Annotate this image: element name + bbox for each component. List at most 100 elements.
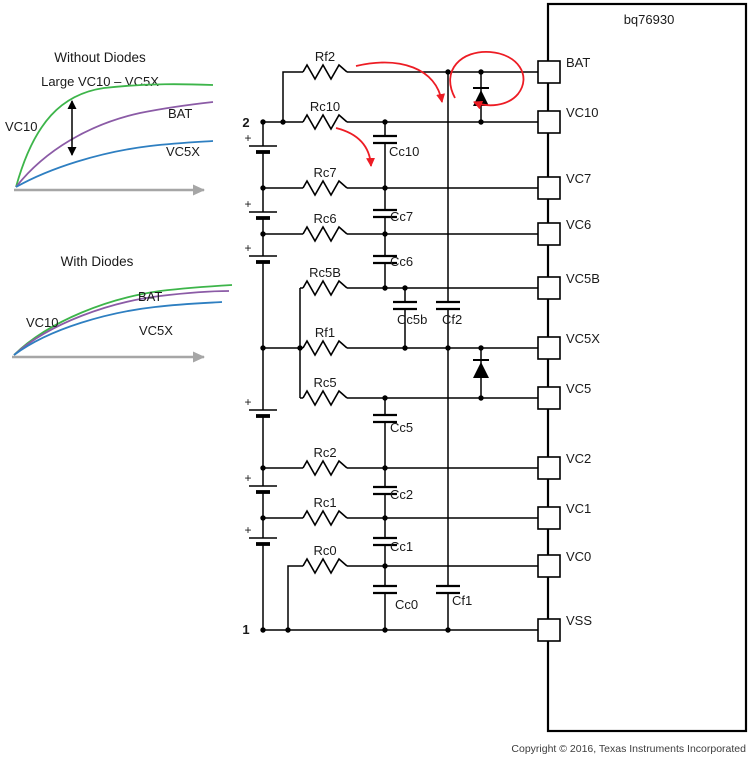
battery-plus-sign: + [244,241,251,255]
resistor-rc0-label: Rc0 [313,543,336,558]
capacitor-cc5b-symbol [391,300,419,311]
junction-dot [382,563,388,569]
resistor-rf1-symbol [302,340,348,356]
resistor-rc7-label: Rc7 [313,165,336,180]
junction-dot [260,345,266,351]
junction-dot [260,185,266,191]
chart1-vc10-label: VC10 [5,119,38,134]
junction-dot [445,627,451,633]
resistor-rc1-symbol [302,510,348,526]
resistor-rc7-symbol [302,180,348,196]
battery-plus-sign: + [244,471,251,485]
pin-label-vc7: VC7 [566,171,591,186]
pin-label-vc6: VC6 [566,217,591,232]
junction-dot [285,627,291,633]
resistor-rc6-symbol [302,226,348,242]
junction-dot [402,285,408,291]
junction-dot [478,69,484,75]
node-labels: 2 1 [242,115,249,637]
battery-cell-symbol [247,408,279,418]
pin-box-vc10 [537,110,561,134]
resistors: Rf2 Rc10 Rc7 Rc6 Rc5B Rf1 Rc5 Rc2 Rc1 Rc… [302,49,348,574]
junction-dot [260,119,266,125]
resistor-rc10-label: Rc10 [310,99,340,114]
junction-dot [445,69,451,75]
pin-box-vc5x [537,336,561,360]
junction-dot [402,345,408,351]
chart1-vc10-curve [15,83,214,188]
ic-pins: BAT VC10 VC7 VC6 VC5B VC5X VC5 VC2 VC1 V… [537,55,600,642]
schematic: bq76930 [242,2,748,733]
resistor-rc2-label: Rc2 [313,445,336,460]
node-label-bottom: 1 [242,622,249,637]
resistor-rc5-label: Rc5 [313,375,336,390]
junction-dot [297,345,303,351]
pin-box-vc5 [537,386,561,410]
chart2-bat-label: BAT [138,289,162,304]
battery-cell-symbol [247,254,279,264]
pin-label-vc2: VC2 [566,451,591,466]
junction-dot [280,119,286,125]
pin-label-vc5x: VC5X [566,331,600,346]
battery-plus-sign: + [244,523,251,537]
junction-dot [445,345,451,351]
battery-cell-symbol [247,536,279,546]
pin-label-vc1: VC1 [566,501,591,516]
junction-dot [382,627,388,633]
junction-dot [382,285,388,291]
battery-cell-symbol [247,484,279,494]
junction-dot [260,627,266,633]
capacitor-cc7-label: Cc7 [390,209,413,224]
chart1-bat-curve [15,101,214,188]
pin-box-vc7 [537,176,561,200]
pin-label-vc10: VC10 [566,105,599,120]
resistor-rc5b-label: Rc5B [309,265,341,280]
pin-box-vss [537,618,561,642]
capacitor-cc10-symbol [371,134,399,145]
chart2-title: With Diodes [61,254,134,269]
pin-box-vc1 [537,506,561,530]
resistor-rc5b-symbol [302,280,348,296]
capacitor-cc6-label: Cc6 [390,254,413,269]
battery-cell-symbol [247,210,279,220]
resistor-rc5-symbol [302,390,348,406]
resistor-rf2-symbol [302,64,348,80]
transient-current-arrow [335,127,376,167]
capacitor-cc0-label: Cc0 [395,597,418,612]
capacitor-cc10-label: Cc10 [389,144,419,159]
battery-cell-symbol [247,144,279,154]
chart2-bat-curve [13,290,230,356]
capacitor-cf1-symbol [434,584,462,595]
resistor-rc0-symbol [302,558,348,574]
mini-chart-without-diodes: Without Diodes Large VC10 – VC5X VC10 BA… [5,50,214,196]
capacitor-cf1-label: Cf1 [452,593,472,608]
junction-dot [382,515,388,521]
junction-dot [260,231,266,237]
junction-dot [382,119,388,125]
transient-current-loop-arrow [449,51,525,110]
resistor-rc6-label: Rc6 [313,211,336,226]
capacitors: Cc10 Cc7 Cc6 Cc5b Cf2 Cc5 Cc2 Cc1 Cc0 Cf… [371,134,472,612]
transient-current-arrow [355,61,446,103]
node-label-top: 2 [242,115,249,130]
chart1-bat-label: BAT [168,106,192,121]
capacitor-cf2-label: Cf2 [442,312,462,327]
resistor-rc1-label: Rc1 [313,495,336,510]
wires [262,71,538,631]
junction-dot [382,465,388,471]
junction-dot [260,515,266,521]
pin-box-vc5b [537,276,561,300]
capacitor-cf2-symbol [434,300,462,311]
junction-dot [478,345,484,351]
capacitor-cc1-label: Cc1 [390,539,413,554]
junction-dot [382,185,388,191]
capacitor-cc2-label: Cc2 [390,487,413,502]
chart1-vc5x-label: VC5X [166,144,200,159]
junction-dot [478,119,484,125]
capacitor-cc5-label: Cc5 [390,420,413,435]
junction-dot [382,231,388,237]
battery-plus-sign: + [244,131,251,145]
ic-body [546,2,748,733]
diode-icon [472,359,490,379]
